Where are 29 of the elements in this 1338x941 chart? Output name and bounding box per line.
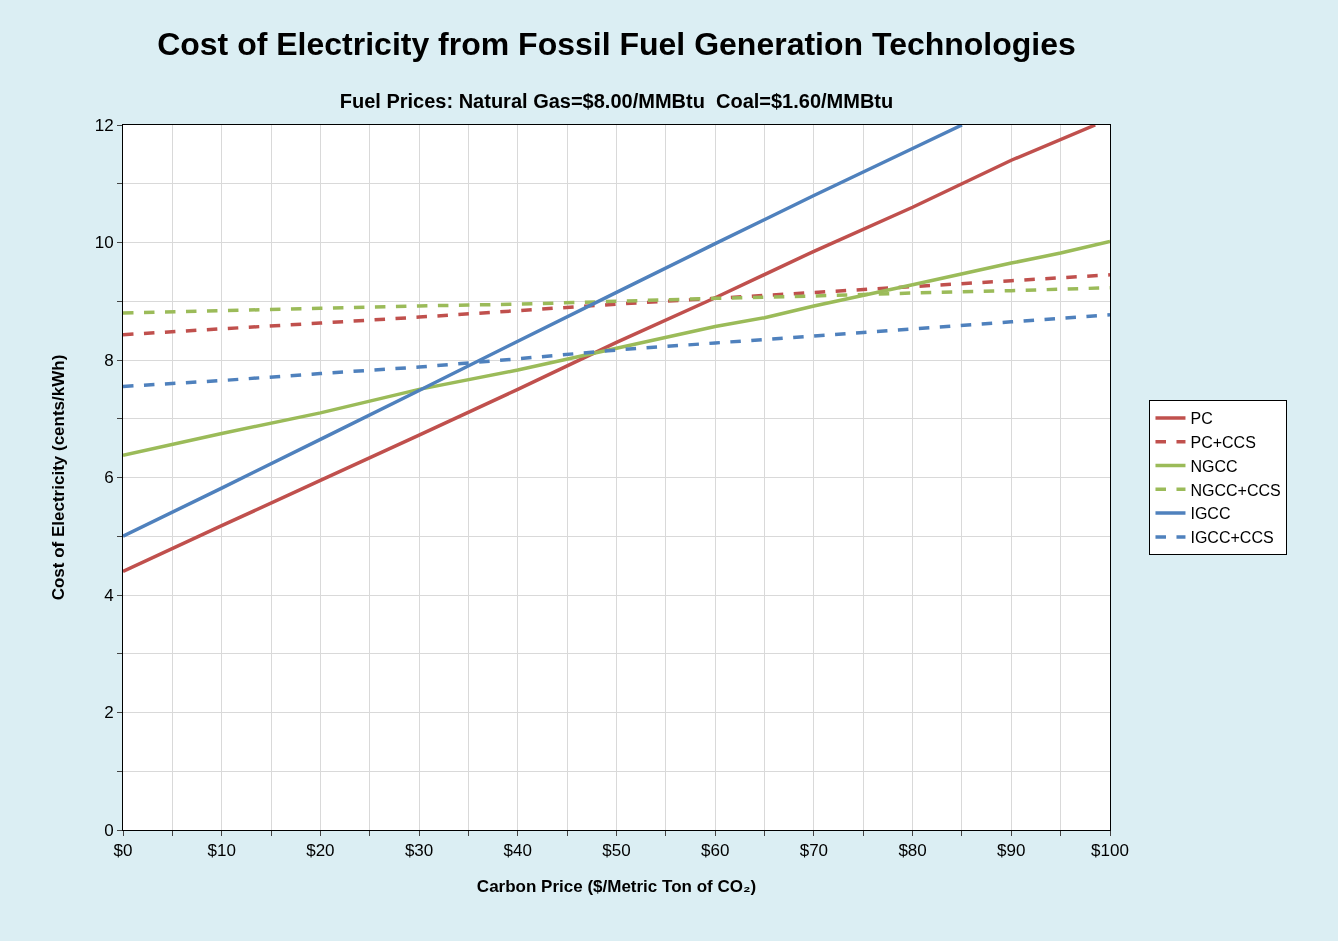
x-tick-label: $0 (113, 841, 133, 861)
x-tick-label: $70 (799, 841, 829, 861)
x-axis-title: Carbon Price ($/Metric Ton of CO₂) (476, 876, 757, 896)
chart-title: Cost of Electricity from Fossil Fuel Generation Technologies (157, 26, 1076, 63)
x-tick-label: $90 (997, 841, 1026, 861)
y-tick-label: 6 (104, 468, 114, 488)
y-tick-label: 10 (94, 233, 114, 253)
x-tick-label: $60 (701, 841, 730, 861)
x-tick-label: $50 (602, 841, 631, 861)
x-tick-label: $20 (306, 841, 335, 861)
x-tick-label: $40 (503, 841, 532, 861)
legend-label: NGCC+CCS (1190, 481, 1281, 499)
x-tick-label: $100 (1091, 841, 1129, 861)
y-tick-label: 4 (104, 585, 114, 605)
y-tick-label: 8 (104, 350, 114, 370)
chart-subtitle: Fuel Prices: Natural Gas=$8.00/MMBtu Coal=$1.60/MMBtu (339, 90, 894, 113)
line-series (123, 239, 1110, 457)
x-tick-label: $80 (898, 841, 927, 861)
legend-label: PC (1190, 410, 1213, 428)
y-tick-label: 12 (94, 115, 114, 135)
legend-label: PC+CCS (1190, 433, 1256, 451)
legend-label: NGCC (1190, 457, 1238, 475)
y-tick-label: 2 (104, 703, 114, 723)
legend-label: IGCC+CCS (1190, 529, 1274, 547)
x-tick-label: $10 (207, 841, 236, 861)
legend-label: IGCC (1190, 505, 1231, 523)
y-axis-title: Cost of Electricity (cents/kWh) (49, 354, 69, 601)
x-tick-label: $30 (404, 841, 434, 861)
y-tick-label: 0 (104, 820, 114, 840)
